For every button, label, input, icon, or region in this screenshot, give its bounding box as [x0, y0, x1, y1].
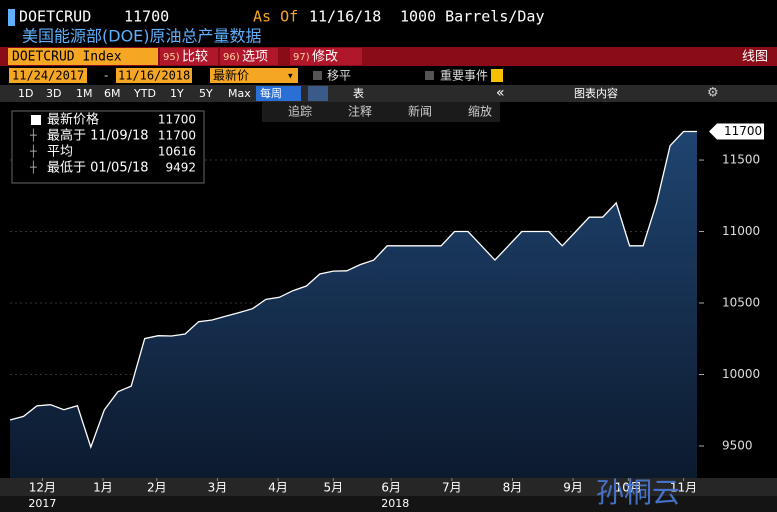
chart-kind[interactable]: 线图	[742, 50, 768, 65]
x-tick-label: 9月	[563, 481, 583, 495]
last-value-label: 11700	[724, 124, 762, 138]
range-button[interactable]: 1Y	[170, 87, 184, 100]
stat-value: 11700	[158, 129, 196, 143]
range-button[interactable]: Max	[228, 87, 251, 100]
field-box[interactable]	[210, 68, 298, 83]
checkbox[interactable]	[425, 71, 434, 80]
settings-icon[interactable]: ⚙	[707, 86, 719, 101]
y-tick-label: 11500	[722, 153, 760, 167]
stat-icon: ┼	[29, 160, 37, 174]
menu-key: 97)	[293, 52, 310, 63]
y-tick-label: 9500	[722, 438, 753, 452]
security-box[interactable]	[8, 48, 158, 65]
last-value: 11700	[124, 8, 169, 26]
checkbox[interactable]	[313, 71, 322, 80]
start-box[interactable]	[9, 68, 87, 83]
x-tick-label: 4月	[268, 481, 288, 495]
range-button[interactable]: 3D	[46, 87, 61, 100]
x-tick-label: 10月	[615, 481, 642, 495]
date-sep: -	[104, 69, 108, 83]
period: 每周	[260, 86, 282, 100]
range-button[interactable]: 1D	[18, 87, 33, 100]
range-button[interactable]: 1M	[76, 87, 93, 100]
range-button[interactable]: 5Y	[199, 87, 213, 100]
year-label: 2018	[381, 497, 409, 510]
security: DOETCRUD Index	[12, 50, 122, 65]
chart-content[interactable]: 图表内容	[574, 86, 618, 100]
year-bar	[0, 496, 777, 512]
end-date: 11/16/2018	[118, 69, 190, 83]
info-icon[interactable]	[491, 69, 503, 82]
tool-button[interactable]: 追踪	[288, 104, 312, 119]
x-tick-label: 1月	[93, 481, 113, 495]
menu-button[interactable]	[160, 48, 218, 65]
last-value-tag	[709, 123, 764, 140]
units: 1000 Barrels/Day	[400, 8, 545, 26]
line	[9, 130, 697, 450]
marker	[8, 9, 15, 26]
x-axis-bar	[0, 478, 777, 496]
legend-box	[11, 110, 205, 184]
end-box[interactable]	[116, 68, 192, 83]
stat-value: 9492	[165, 161, 196, 175]
chart-icon[interactable]	[308, 86, 328, 101]
stat-icon: ┼	[29, 144, 37, 158]
table-label[interactable]: 表	[353, 86, 364, 100]
y-tick-label: 10500	[722, 296, 760, 310]
x-tick-label: 11月	[670, 481, 697, 495]
legend-label: 最新价格	[47, 112, 99, 128]
as-of-date: 11/16/18	[309, 8, 381, 26]
tool-button[interactable]: 缩放	[468, 104, 492, 119]
as-of-label: As Of	[253, 8, 298, 26]
menu-key: 96)	[223, 52, 240, 63]
x-tick-label: 12月	[29, 481, 56, 495]
ticker: DOETCRUD	[19, 8, 91, 26]
year-label: 2017	[28, 497, 56, 510]
y-tick-label: 11000	[722, 224, 760, 238]
tool-button[interactable]: 注释	[348, 104, 372, 119]
start-date: 11/24/2017	[12, 69, 84, 83]
range-button[interactable]: 6M	[104, 87, 121, 100]
stat-label: 最低于 01/05/18	[47, 161, 149, 176]
subtitle: 美国能源部(DOE)原油总产量数据	[22, 27, 262, 46]
menu-label: 比较	[182, 50, 208, 65]
stat-label: 最高于 11/09/18	[47, 128, 149, 144]
menu-label: 修改	[312, 50, 338, 65]
x-tick-label: 6月	[381, 481, 401, 495]
dropdown-icon: ▾	[288, 72, 293, 82]
collapse-icon[interactable]: «	[496, 85, 505, 101]
events-label: 重要事件	[440, 69, 488, 83]
menu-button[interactable]	[290, 48, 362, 65]
tool-bar	[262, 102, 500, 122]
stat-label: 平均	[47, 145, 73, 160]
area	[10, 131, 697, 478]
legend-swatch	[31, 115, 41, 125]
move-label: 移平	[327, 69, 351, 83]
x-tick-label: 5月	[323, 481, 343, 495]
y-tick-label: 10000	[722, 367, 760, 381]
menu-button[interactable]	[220, 48, 278, 65]
stat-value: 10616	[158, 145, 196, 159]
stat-icon: ┼	[29, 128, 37, 142]
period-box[interactable]	[256, 86, 301, 101]
x-tick-label: 8月	[503, 481, 523, 495]
watermark: 孙桐云	[596, 476, 680, 509]
price-field: 最新价	[213, 68, 249, 83]
legend-value: 11700	[158, 113, 196, 127]
toolbar	[0, 85, 777, 102]
tool-button[interactable]: 新闻	[408, 104, 432, 119]
menu-label: 选项	[242, 50, 268, 65]
x-tick-label: 2月	[147, 481, 167, 495]
x-tick-label: 7月	[442, 481, 462, 495]
range-button[interactable]: YTD	[133, 87, 156, 100]
menu-key: 95)	[163, 52, 180, 63]
x-tick-label: 3月	[208, 481, 228, 495]
